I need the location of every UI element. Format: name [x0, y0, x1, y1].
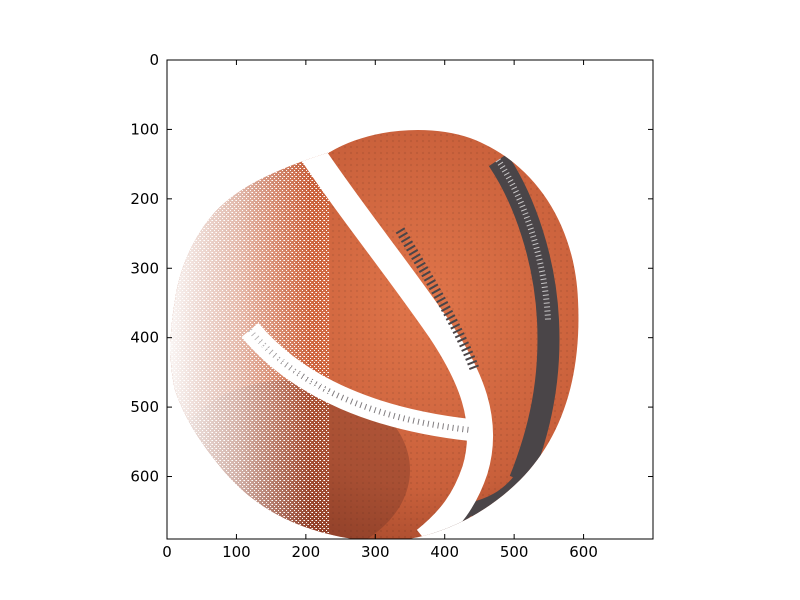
x-tick-label: 500 — [500, 543, 529, 561]
y-tick-label: 600 — [130, 468, 159, 486]
x-tick-label: 200 — [292, 543, 321, 561]
x-tick-label: 300 — [361, 543, 390, 561]
y-tick-label: 500 — [130, 398, 159, 416]
x-tick-label: 0 — [162, 543, 172, 561]
y-tick-label: 300 — [130, 259, 159, 277]
y-tick-label: 0 — [149, 51, 159, 69]
x-tick-label: 400 — [430, 543, 459, 561]
plot-frame — [166, 59, 654, 540]
y-tick-label: 200 — [130, 190, 159, 208]
basketball-image — [170, 129, 579, 539]
x-tick-label: 100 — [222, 543, 251, 561]
x-tick-label: 600 — [569, 543, 598, 561]
y-axis: 0 100 200 300 400 500 600 — [130, 51, 653, 486]
y-tick-label: 100 — [130, 120, 159, 138]
y-tick-label: 400 — [130, 329, 159, 347]
x-axis: 0 100 200 300 400 500 600 — [162, 60, 598, 561]
